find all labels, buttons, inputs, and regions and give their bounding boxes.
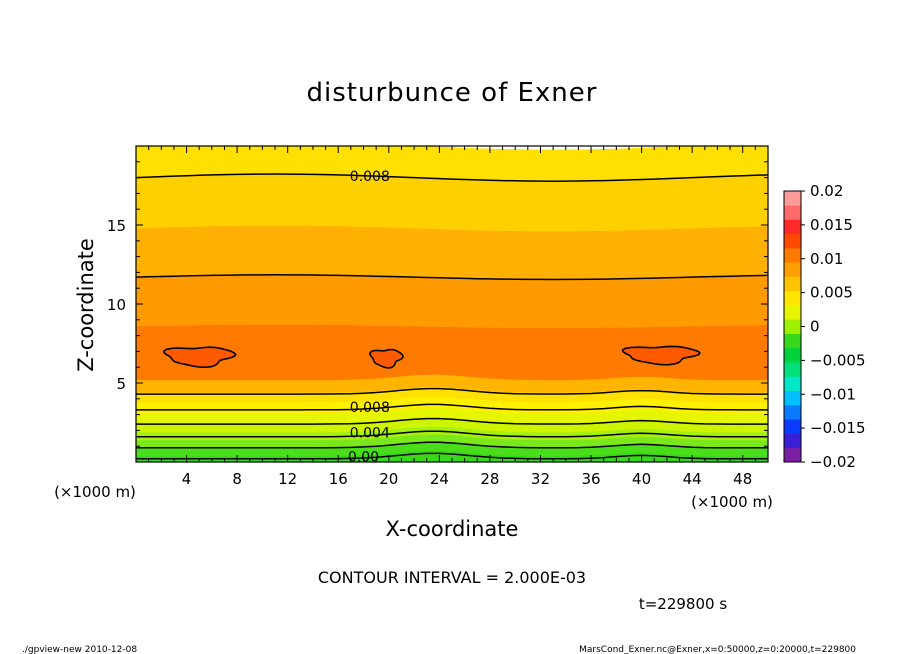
colorbar-segment <box>784 219 801 235</box>
contour-line <box>136 173 768 182</box>
x-tick-label: 36 <box>581 470 600 488</box>
colorbar-segment <box>784 248 801 263</box>
colorbar-segment <box>784 191 801 206</box>
colorbar-segment <box>784 262 801 277</box>
y-unit-label: (×1000 m) <box>54 483 136 501</box>
colorbar-segment <box>784 305 801 320</box>
colorbar-segment <box>784 276 801 292</box>
plot-area: 0.008 0.008 0.004 0.00 <box>136 146 768 465</box>
contour-band <box>136 274 768 329</box>
colorbar-tick-label: −0.01 <box>810 385 856 403</box>
x-tick-label: 44 <box>683 470 702 488</box>
colorbar-segment <box>784 419 801 434</box>
contour-line <box>136 441 768 449</box>
colorbar-segment <box>784 447 801 463</box>
colorbar-tick-label: −0.005 <box>810 351 866 369</box>
colorbar-segment <box>784 319 801 334</box>
x-tick-label: 24 <box>430 470 449 488</box>
contour-band <box>136 224 768 280</box>
footer-left: ./gpview-new 2010-12-08 <box>22 645 137 654</box>
time-label: t=229800 s <box>639 595 727 613</box>
contour-line <box>136 452 768 460</box>
contour-blob <box>621 345 701 366</box>
y-tick-label: 5 <box>116 375 126 393</box>
contour-label: 0.008 <box>350 169 390 185</box>
x-tick-label: 48 <box>733 470 752 488</box>
colorbar-segment <box>784 205 801 220</box>
contour-line <box>136 274 768 281</box>
y-tick-label: 10 <box>107 296 126 314</box>
colorbar-tick-label: 0.005 <box>810 284 853 302</box>
contour-band <box>136 173 768 232</box>
y-tick-label: 15 <box>107 217 126 235</box>
colorbar-tick-label: 0.01 <box>810 250 843 268</box>
x-tick-label: 28 <box>480 470 499 488</box>
x-tick-label: 8 <box>232 470 242 488</box>
colorbar-segment <box>784 376 801 391</box>
footer-right: MarsCond_Exner.nc@Exner,x=0:50000,z=0:20… <box>579 645 856 654</box>
colorbar-tick-label: −0.015 <box>810 419 866 437</box>
colorbar-segment <box>784 362 801 377</box>
contour-blob <box>163 346 237 369</box>
x-tick-label: 32 <box>531 470 550 488</box>
y-axis-label: Z-coordinate <box>74 238 98 372</box>
colorbar-segment <box>784 404 801 420</box>
x-tick-label: 16 <box>329 470 348 488</box>
contour-line <box>136 417 768 425</box>
contour-label: 0.00 <box>348 449 379 465</box>
colorbar-segment <box>784 333 801 349</box>
colorbar-tick-label: 0 <box>810 318 820 336</box>
colorbar-segment <box>784 390 801 406</box>
x-axis-label: X-coordinate <box>386 517 519 541</box>
contour-interval-text: CONTOUR INTERVAL = 2.000E-03 <box>318 568 586 587</box>
colorbar-segment <box>784 290 801 306</box>
x-tick-label: 20 <box>379 470 398 488</box>
contour-label: 0.008 <box>350 400 390 416</box>
colorbar-tick-label: 0.015 <box>810 216 853 234</box>
x-unit-label: (×1000 m) <box>691 493 773 511</box>
x-tick-label: 40 <box>632 470 651 488</box>
chart-title: disturbunce of Exner <box>307 78 598 108</box>
contour-blob <box>369 348 404 369</box>
contour-line <box>136 430 768 438</box>
contour-line <box>136 403 768 411</box>
colorbar: 0.02 0.015 0.01 0.005 0 −0.005 −0.01 −0.015 −0.0… <box>783 182 866 471</box>
x-tick-label: 4 <box>182 470 192 488</box>
colorbar-tick-label: −0.02 <box>810 453 856 471</box>
colorbar-segment <box>784 433 801 449</box>
x-tick-label: 12 <box>278 470 297 488</box>
colorbar-tick-label: 0.02 <box>810 182 843 200</box>
colorbar-segment <box>784 347 801 363</box>
contour-label: 0.004 <box>350 425 390 441</box>
contour-line <box>136 387 768 395</box>
colorbar-segment <box>784 233 801 249</box>
